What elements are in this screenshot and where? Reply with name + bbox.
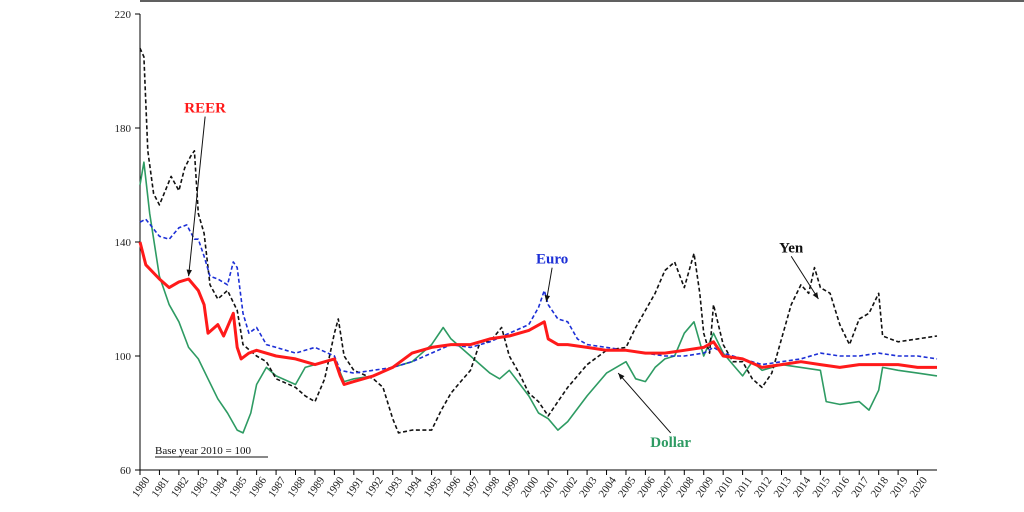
x-tick-label: 2006	[635, 474, 658, 499]
x-tick-label: 1994	[402, 474, 425, 499]
annotation-label-yen: Yen	[779, 240, 804, 256]
x-tick-label: 2019	[888, 474, 911, 499]
x-tick-label: 2017	[849, 474, 872, 499]
y-tick-label: 220	[115, 9, 132, 21]
x-tick-label: 1985	[227, 474, 250, 499]
x-tick-label: 2004	[597, 474, 620, 499]
x-tick-label: 2020	[908, 474, 931, 499]
x-tick-label: 2011	[733, 475, 755, 500]
x-tick-label: 2008	[674, 474, 697, 499]
x-tick-label: 1982	[169, 475, 191, 500]
annotation-arrowhead-reer	[186, 269, 192, 277]
annotation-arrow-dollar	[617, 372, 672, 434]
x-tick-label: 2013	[771, 474, 794, 499]
x-tick-label: 1990	[324, 474, 347, 499]
annotation-label-dollar: Dollar	[650, 435, 691, 451]
annotation-arrowhead-yen	[812, 292, 819, 299]
x-tick-label: 1984	[208, 474, 231, 499]
x-tick-label: 1980	[130, 474, 153, 499]
series-line-yen	[139, 47, 938, 434]
x-tick-label: 2014	[791, 474, 814, 499]
x-tick-label: 1986	[247, 474, 270, 499]
base-year-note-text: Base year 2010 = 100	[155, 445, 252, 457]
x-tick-label: 1998	[480, 474, 503, 499]
annotation-label-euro: Euro	[536, 252, 568, 268]
y-tick-label: 140	[115, 237, 132, 249]
x-tick-label: 2001	[538, 475, 560, 500]
x-tick-label: 1991	[344, 475, 366, 500]
y-tick-label: 180	[115, 123, 132, 135]
x-tick-label: 2003	[577, 474, 600, 499]
x-tick-label: 2012	[752, 475, 774, 500]
x-tick-label: 1987	[266, 474, 289, 499]
x-tick-label: 2009	[694, 474, 717, 499]
x-tick-label: 2005	[616, 474, 639, 499]
x-tick-label: 1981	[149, 475, 171, 500]
y-tick-label: 60	[120, 465, 132, 477]
x-tick-label: 1997	[460, 474, 483, 499]
x-tick-label: 1988	[286, 474, 309, 499]
annotation-label-reer: REER	[184, 101, 226, 117]
y-tick-label: 100	[115, 351, 132, 363]
x-tick-label: 1999	[499, 474, 522, 499]
x-tick-label: 2000	[519, 474, 542, 499]
x-tick-label: 2018	[869, 474, 892, 499]
annotation-arrow-yen	[790, 255, 819, 300]
x-tick-label: 2010	[713, 474, 736, 499]
x-tick-label: 1983	[188, 474, 211, 499]
annotation-arrowhead-dollar	[618, 373, 625, 380]
annotation-arrow-reer	[188, 116, 206, 277]
x-tick-label: 2007	[655, 474, 678, 499]
base-year-note: Base year 2010 = 100	[155, 445, 268, 458]
x-tick-label: 2002	[558, 475, 580, 500]
x-tick-label: 1992	[363, 475, 385, 500]
x-tick-label: 1995	[422, 474, 445, 499]
x-tick-label: 1993	[383, 474, 406, 499]
x-tick-label: 1996	[441, 474, 464, 499]
series-line-reer	[138, 241, 937, 386]
x-tick-label: 1989	[305, 474, 328, 499]
annotation-arrowhead-euro	[544, 295, 551, 302]
x-tick-label: 2016	[830, 474, 853, 499]
series-line-euro	[139, 218, 938, 374]
x-tick-label: 2015	[810, 474, 833, 499]
